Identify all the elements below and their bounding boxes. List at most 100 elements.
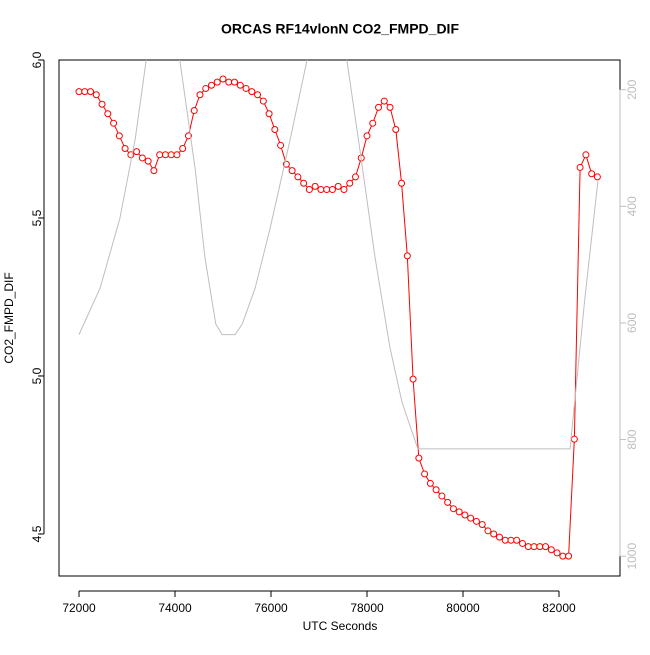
data-point <box>317 186 325 194</box>
data-point <box>311 182 319 190</box>
data-point <box>334 182 342 190</box>
data-point <box>472 517 480 525</box>
data-point <box>196 91 204 99</box>
data-line <box>79 78 598 557</box>
data-point <box>156 151 164 159</box>
data-point <box>104 110 112 118</box>
data-point <box>501 536 509 544</box>
data-point <box>415 454 423 462</box>
data-point <box>323 186 331 194</box>
data-point <box>167 151 175 159</box>
data-point <box>559 552 567 560</box>
data-point <box>438 492 446 500</box>
data-point <box>444 498 452 506</box>
data-point <box>225 78 233 86</box>
data-point <box>150 167 158 175</box>
data-point <box>421 470 429 478</box>
data-point <box>369 119 377 127</box>
plot-frame <box>58 59 621 577</box>
data-point <box>254 91 262 99</box>
data-point <box>179 144 187 152</box>
data-point <box>110 119 118 127</box>
data-point <box>392 126 400 134</box>
x-tick-label: 80000 <box>446 601 480 615</box>
y-axis-label: CO2_FMPD_DIF <box>2 272 16 363</box>
data-point <box>213 78 221 86</box>
data-point <box>173 151 181 159</box>
x-tick-label: 82000 <box>542 601 576 615</box>
data-point <box>288 167 296 175</box>
data-point <box>144 157 152 165</box>
data-point <box>277 141 285 149</box>
data-point <box>121 144 129 152</box>
data-point <box>81 88 89 96</box>
data-point <box>161 151 169 159</box>
data-point <box>530 543 538 551</box>
data-point <box>426 479 434 487</box>
data-point <box>92 91 100 99</box>
data-point <box>265 110 273 118</box>
data-point <box>375 103 383 111</box>
data-point <box>328 186 336 194</box>
data-point <box>409 375 417 383</box>
data-point <box>565 552 573 560</box>
x-tick-label: 78000 <box>350 601 384 615</box>
x-tick-label: 76000 <box>254 601 288 615</box>
data-point <box>386 103 394 111</box>
data-point <box>467 514 475 522</box>
data-point <box>351 173 359 181</box>
data-point <box>490 530 498 538</box>
data-point <box>570 435 578 443</box>
y-tick-label: 5.5 <box>30 209 44 226</box>
data-point <box>231 78 239 86</box>
data-point <box>300 179 308 187</box>
data-point <box>461 511 469 519</box>
data-point <box>553 549 561 557</box>
data-point <box>513 536 521 544</box>
data-point <box>398 179 406 187</box>
data-point <box>536 543 544 551</box>
data-point <box>547 546 555 554</box>
data-point <box>593 173 601 181</box>
data-point <box>519 539 527 547</box>
data-point <box>346 179 354 187</box>
data-point <box>432 486 440 494</box>
data-point <box>207 81 215 89</box>
data-point <box>542 543 550 551</box>
data-point <box>115 132 123 140</box>
data-point <box>248 88 256 96</box>
data-point <box>98 100 106 108</box>
data-point <box>478 520 486 528</box>
data-point <box>340 186 348 194</box>
y-tick-label: 4.5 <box>30 525 44 542</box>
data-point <box>133 148 141 156</box>
y2-tick-label: 400 <box>625 196 639 216</box>
data-point <box>576 163 584 171</box>
x-tick-label: 74000 <box>158 601 192 615</box>
data-point <box>259 97 267 105</box>
data-point <box>484 527 492 535</box>
data-point <box>582 151 590 159</box>
data-point <box>403 252 411 260</box>
y-tick-label: 6.0 <box>30 51 44 68</box>
data-point <box>219 75 227 83</box>
data-point <box>271 126 279 134</box>
data-point <box>87 88 95 96</box>
data-point <box>455 508 463 516</box>
data-point <box>75 88 83 96</box>
data-point <box>305 186 313 194</box>
y2-tick-label: 1000 <box>625 543 639 570</box>
chart-title: ORCAS RF14vlonN CO2_FMPD_DIF <box>221 21 459 37</box>
data-point <box>449 505 457 513</box>
data-point <box>588 170 596 178</box>
data-point <box>294 173 302 181</box>
x-tick-label: 72000 <box>62 601 96 615</box>
data-point <box>138 154 146 162</box>
data-point <box>236 81 244 89</box>
y2-tick-label: 800 <box>625 429 639 449</box>
y2-tick-label: 600 <box>625 313 639 333</box>
x-axis-label: UTC Seconds <box>303 619 378 633</box>
y2-tick-label: 200 <box>625 79 639 99</box>
data-point <box>363 132 371 140</box>
data-point <box>495 533 503 541</box>
